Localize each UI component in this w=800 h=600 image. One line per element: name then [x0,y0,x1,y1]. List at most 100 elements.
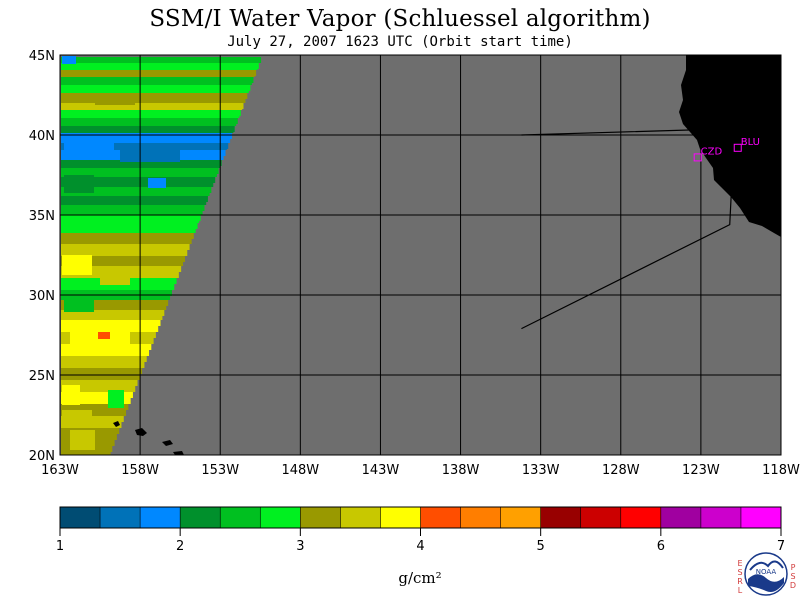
colorbar-tick-label: 1 [56,539,64,554]
swath-band [61,76,255,77]
logo-letter: S [737,568,742,577]
swath-band [61,187,212,193]
logo-letter: S [790,572,795,581]
swath-band [61,239,192,244]
swath-band [61,250,188,256]
swath-band [61,93,248,99]
colorbar-swatch [140,507,181,528]
swath-band [61,410,127,416]
lon-label: 158W [121,463,159,478]
colorbar-swatch [460,507,502,528]
swath-band [61,290,172,296]
swath-patch [62,56,76,64]
chart-title: SSM/I Water Vapor (Schluessel algorithm) [149,6,651,32]
swath-patch [148,178,166,188]
lon-label: 143W [362,463,400,478]
swath-band [61,109,243,110]
swath-patch [64,138,114,158]
swath-band [61,262,184,266]
lon-label: 138W [442,463,480,478]
swath-band [61,398,131,404]
logo-letter: R [737,577,743,586]
logo-letter: D [790,581,796,590]
swath-band [61,183,214,187]
study-region-outline [521,127,736,330]
colorbar-tick-label: 5 [537,539,545,554]
colorbar-tick-label: 6 [657,539,665,554]
swath-band [61,244,190,250]
swath-band [61,223,198,229]
colorbar-swatch [500,507,542,528]
swath-patch [100,270,130,285]
swath-patch [62,385,80,405]
swath-band [61,139,231,143]
lat-label: 35N [29,209,55,224]
logo-letter: L [738,586,743,595]
swath-band [61,300,169,306]
station-marker [693,153,702,162]
water-vapor-swath [61,56,262,455]
colorbar-swatch [740,507,782,528]
swath-band [61,368,143,374]
lat-label: 40N [29,129,55,144]
swath-band [61,110,241,116]
swath-patch [64,175,94,193]
land-group [113,55,781,455]
colorbar-swatch [540,507,582,528]
swath-patch [108,390,124,408]
latitude-labels: 45N 40N 35N 30N 25N 20N [29,49,55,464]
colorbar-swatch [700,507,742,528]
lon-label: 123W [682,463,720,478]
colorbar-tick-label: 3 [296,539,304,554]
swath-band [61,126,235,132]
swath-band [61,215,201,221]
swath-band [61,404,129,410]
swath-band [61,229,196,233]
lon-label: 148W [281,463,319,478]
map-grid [60,55,781,455]
swath-band [61,233,194,239]
lat-label: 25N [29,369,55,384]
swath-band [61,193,210,196]
logo-letter: P [791,563,796,572]
swath-band [61,211,203,215]
colorbar-swatch [340,507,381,528]
swath-band [61,310,165,316]
swath-band [61,452,111,455]
lat-label: 30N [29,289,55,304]
colorbar-tick-label: 4 [416,539,424,554]
station-label: BLU [741,137,760,148]
swath-band [61,350,150,356]
noaa-logo-wave [748,574,784,592]
swath-band [61,386,136,392]
swath-patch [120,150,180,162]
swath-band [61,103,244,109]
lat-label: 45N [29,49,55,64]
swath-band [61,132,234,133]
colorbar-swatch [180,507,221,528]
station-label: CZD [701,146,723,157]
swath-band [61,380,138,386]
colorbar-unit: g/cm² [398,569,441,587]
chart-subtitle: July 27, 2007 1623 UTC (Orbit start time… [227,34,573,50]
longitude-labels: 163W 158W 153W 148W 143W 138W 133W 128W 123W 118W [41,463,800,478]
swath-band [61,374,140,380]
swath-band [61,362,145,368]
swath-patch [62,255,92,275]
noaa-logo-gull [749,560,784,571]
island-molokai [162,440,173,446]
colorbar-swatch [620,507,662,528]
colorbar-tick-label: 7 [777,539,785,554]
lon-label: 133W [522,463,560,478]
lon-label: 153W [201,463,239,478]
island-niihau [113,421,120,427]
colorbar-swatch [300,507,341,528]
swath-band [61,256,185,262]
colorbar-swatch [660,507,702,528]
map-frame [59,54,782,456]
swath-band [61,91,249,93]
swath-band [61,205,205,211]
